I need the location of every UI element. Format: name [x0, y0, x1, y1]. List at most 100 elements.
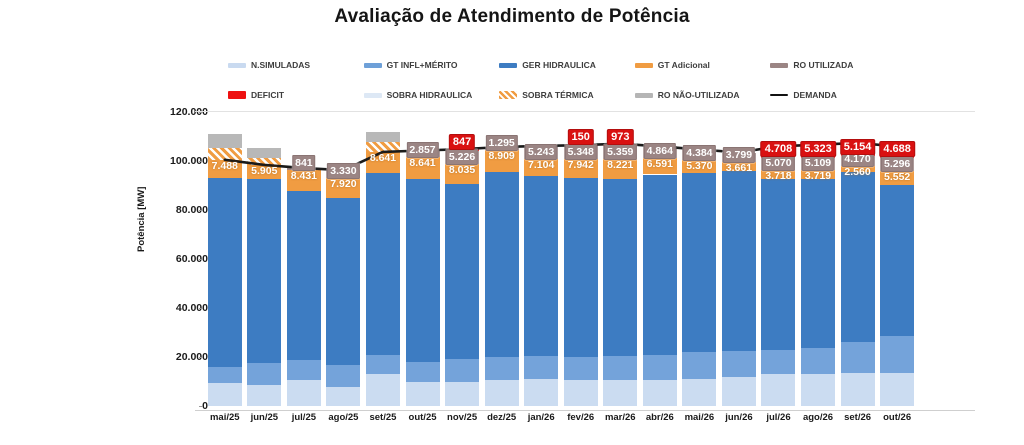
bar-segment-gt_adicional: [642, 158, 677, 175]
legend-label: GER HIDRAULICA: [522, 60, 596, 70]
bar-value-label-ro_utilizada: 3.330: [327, 163, 360, 180]
y-tick-label: 120.000: [170, 106, 208, 118]
bar-value-label-gt_adicional: 3.718: [765, 170, 792, 183]
bar-value-label-gt_adicional: 5.552: [883, 170, 911, 183]
bar-segment-gt_infl_merito: [761, 349, 796, 375]
bar-value-label-gt_adicional: 3.661: [725, 161, 753, 174]
stacked-bar-out/26: 5.552 5.296 4.688: [879, 112, 915, 406]
bar-segment-gt_infl_merito: [405, 361, 440, 382]
bar-value-label-ro_utilizada: 4.864: [643, 143, 676, 160]
bar-segment-n_simuladas: [524, 379, 559, 406]
legend-item-gt-infl-m-rito: GT INFL+MÉRITO: [363, 58, 494, 72]
legend-item-n-simuladas: N.SIMULADAS: [228, 58, 358, 72]
bar-segment-ger_hidraulica: [682, 173, 717, 353]
legend-swatch-icon: [634, 92, 653, 98]
legend-item-ro-n-o-utilizada: RO NÃO-UTILIZADA: [634, 88, 765, 102]
bar-value-label-ro_utilizada: 841: [292, 155, 316, 172]
bar-value-label-deficit: 4.708: [760, 140, 797, 157]
bar-segment-ger_hidraulica: [880, 184, 915, 337]
bar-segment-n_simuladas: [247, 384, 282, 406]
x-tick-label: abr/26: [645, 412, 674, 423]
bar-segment-ger_hidraulica: [840, 172, 875, 343]
legend-swatch-icon: [363, 62, 382, 68]
legend-swatch-icon: [363, 92, 382, 98]
stacked-bar-ago/26: 3.719 5.109 5.323: [800, 112, 836, 406]
bar-segment-sobra_termica: [247, 157, 282, 165]
bar-value-label-deficit: 150: [567, 128, 594, 145]
bar-value-label-ro_utilizada: 5.243: [525, 143, 558, 160]
bar-segment-sobra_termica: [365, 142, 400, 152]
bar-value-label-ro_utilizada: 5.109: [801, 155, 835, 172]
y-tick-label: 60.000: [175, 253, 208, 265]
bar-segment-gt_adicional: [840, 165, 875, 173]
legend-label: N.SIMULADAS: [251, 60, 311, 70]
bar-value-label-ro_utilizada: 3.799: [722, 146, 756, 163]
legend-swatch-icon: [228, 91, 246, 99]
chart-title: Avaliação de Atendimento de Potência: [334, 6, 690, 27]
bar-segment-n_simuladas: [405, 381, 440, 406]
bar-value-label-gt_adicional: 5.370: [686, 160, 713, 173]
bar-value-label-ro_utilizada: 5.348: [564, 143, 597, 160]
x-tick-label: set/25: [369, 412, 397, 423]
legend-label: GT INFL+MÉRITO: [386, 60, 458, 70]
bar-segment-n_simuladas: [207, 382, 242, 406]
x-tick-label: out/26: [883, 412, 912, 423]
bar-segment-gt_adicional: [721, 161, 756, 171]
x-tick-label: ago/25: [328, 412, 359, 423]
bar-segment-sobra_termica: [207, 147, 242, 160]
bar-segment-gt_infl_merito: [326, 364, 361, 387]
y-axis-label: Potência [MW]: [136, 186, 147, 252]
bar-segment-gt_adicional: [484, 150, 519, 173]
bar-segment-ro_nao_utilizada: [365, 132, 400, 143]
bar-segment-ger_hidraulica: [365, 173, 400, 355]
bar-value-label-gt_adicional: 8.431: [290, 170, 318, 183]
bar-segment-gt_infl_merito: [642, 354, 677, 381]
bar-segment-gt_adicional: [445, 164, 480, 184]
bar-value-label-deficit: 5.154: [839, 138, 876, 155]
bar-segment-ger_hidraulica: [524, 176, 559, 356]
stacked-bar-set/26: 2.560 4.170 5.154: [839, 112, 876, 406]
stacked-bar-jan/26: 7.104 5.243: [524, 112, 559, 406]
bar-value-label-gt_adicional: 7.104: [528, 158, 555, 171]
bar-segment-gt_adicional: [524, 158, 559, 177]
x-tick-label: jun/26: [725, 412, 753, 423]
bar-value-label-ro_utilizada: 5.070: [762, 155, 795, 172]
stacked-bar-abr/26: 6.591 4.864: [642, 112, 677, 406]
legend-swatch-icon: [499, 91, 518, 99]
x-axis-line: [195, 410, 975, 411]
bar-segment-ger_hidraulica: [286, 190, 321, 361]
chart-legend: N.SIMULADAS GT INFL+MÉRITO GER HIDRAULICA G…: [228, 58, 900, 102]
bar-value-label-gt_adicional: 6.591: [646, 158, 673, 171]
bar-segment-ger_hidraulica: [801, 179, 836, 349]
bar-segment-gt_adicional: [682, 160, 717, 174]
bar-value-label-deficit: 5.323: [800, 140, 836, 157]
bar-value-label-deficit: 4.688: [879, 140, 915, 157]
bar-segment-n_simuladas: [365, 374, 400, 406]
y-tick-label: 40.000: [175, 302, 208, 314]
bar-segment-n_simuladas: [603, 380, 638, 406]
x-tick-label: jul/25: [291, 412, 317, 423]
plot-top-border: [195, 111, 975, 112]
x-tick-label: jun/25: [250, 412, 279, 423]
bar-segment-gt_adicional: [207, 159, 242, 179]
x-tick-label: mai/25: [209, 412, 240, 423]
y-tick-mark: [199, 161, 203, 162]
bar-segment-gt_infl_merito: [365, 354, 400, 375]
bar-segment-gt_infl_merito: [247, 362, 282, 385]
bar-segment-ger_hidraulica: [445, 183, 480, 360]
bar-segment-gt_infl_merito: [207, 367, 242, 383]
bar-value-label-gt_adicional: 8.909: [488, 150, 515, 163]
y-tick-mark: [199, 259, 203, 260]
bar-segment-ger_hidraulica: [642, 174, 677, 355]
bar-segment-n_simuladas: [326, 386, 361, 406]
bar-segment-gt_infl_merito: [603, 355, 638, 381]
bar-value-label-ro_utilizada: 5.226: [445, 149, 479, 166]
y-tick-label: 20.000: [175, 351, 208, 363]
bar-segment-gt_adicional: [405, 157, 440, 179]
stacked-bar-fev/26: 7.942 5.348 150: [563, 112, 598, 406]
bar-value-label-gt_adicional: 8.035: [448, 164, 476, 177]
legend-item-ro-utilizada: RO UTILIZADA: [770, 58, 900, 72]
bar-segment-n_simuladas: [880, 372, 915, 406]
legend-label: RO NÃO-UTILIZADA: [657, 90, 740, 100]
bar-segment-gt_infl_merito: [721, 350, 756, 377]
